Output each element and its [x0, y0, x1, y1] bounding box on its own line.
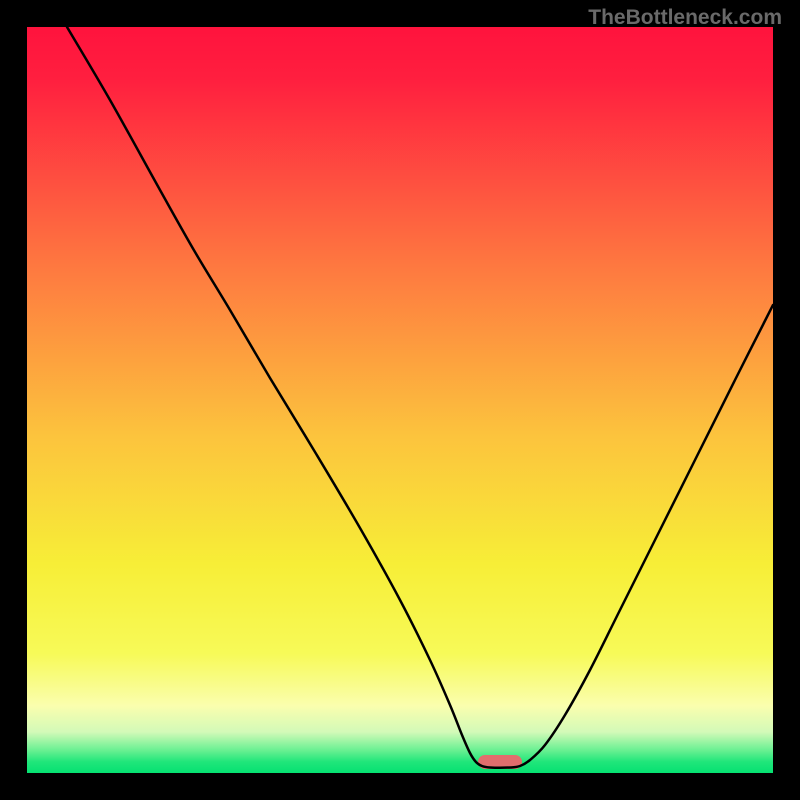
plot-background — [27, 27, 773, 773]
bottleneck-chart — [0, 0, 800, 800]
chart-container: TheBottleneck.com — [0, 0, 800, 800]
